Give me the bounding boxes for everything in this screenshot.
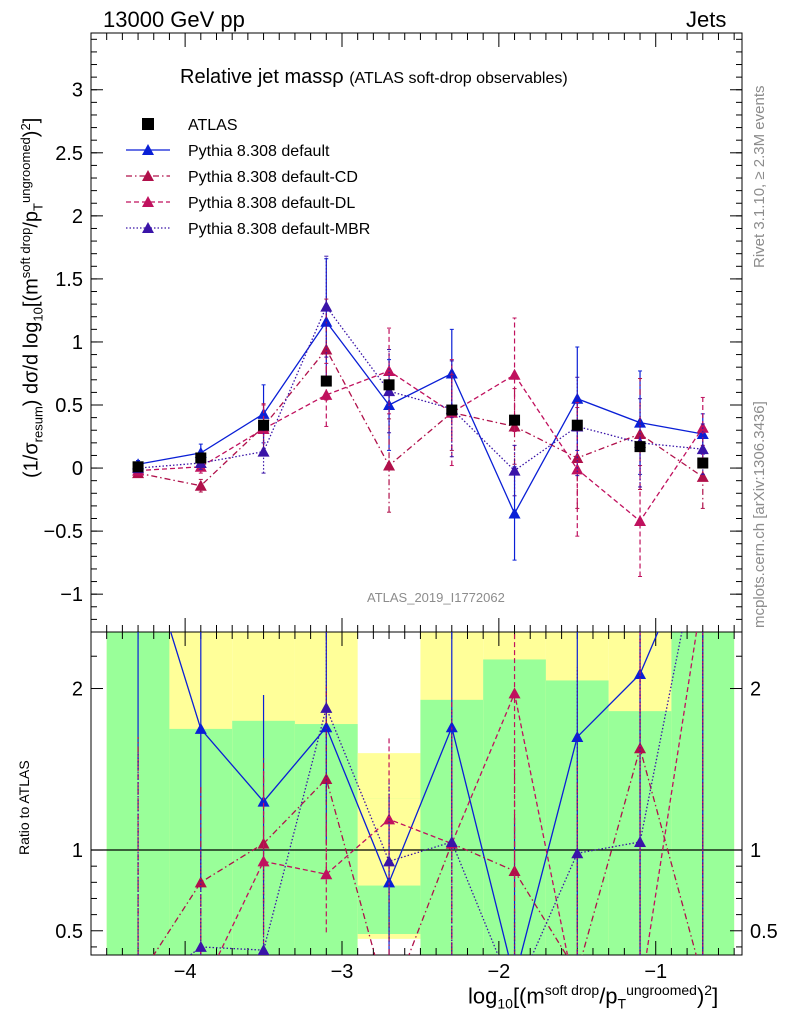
series-1-point (508, 507, 521, 519)
ratio-series-3-point (320, 868, 333, 880)
ratio-series-4-point (383, 855, 396, 867)
series-4-point (508, 464, 521, 476)
ratio-series-3-line (217, 632, 698, 955)
ratio-series-3-point (508, 687, 521, 699)
atlas-data-point (258, 419, 270, 431)
ratio-series-1-point (257, 795, 270, 807)
ratio-y-tick-label: 2 (72, 679, 83, 701)
ratio-series-4-point (445, 835, 458, 847)
rivet-version-label: Rivet 3.1.10, ≥ 2.3M events (751, 85, 768, 269)
main-y-tick-label: 3 (72, 80, 83, 102)
ratio-series-1-line (170, 632, 659, 955)
series-2-point (194, 479, 207, 491)
series-1-line (137, 320, 703, 515)
series-4-point (320, 300, 333, 312)
ratio-series (137, 632, 704, 955)
series-3-point (571, 463, 584, 475)
ratio-y-tick-label-right: 0.5 (750, 921, 778, 943)
main-y-axis: −1 −0.5 0 0.5 1 1.5 2 2.5 3 (44, 38, 742, 620)
ratio-series-1-point (571, 730, 584, 742)
atlas-data-point (132, 461, 144, 473)
legend-label-1: Pythia 8.308 default (188, 143, 330, 160)
ratio-series-2-point (194, 876, 207, 888)
main-y-tick-label: 0.5 (55, 395, 83, 417)
ratio-series-4-point (320, 701, 333, 713)
ratio-series-4-point (571, 847, 584, 859)
main-y-tick-label: −0.5 (44, 521, 83, 543)
chart-title-main: Relative jet massρ (180, 66, 344, 88)
ratio-y-axis-label: Ratio to ATLAS (16, 760, 32, 855)
ratio-series-2-point (320, 772, 333, 784)
series-2-line (137, 348, 704, 487)
ratio-y-tick-label: 0.5 (55, 921, 83, 943)
main-series (132, 255, 709, 578)
main-y-tick-label: 0 (72, 458, 83, 480)
legend-marker-3 (142, 196, 154, 207)
series-4-point (383, 385, 396, 397)
series-3-line (138, 370, 704, 522)
series-3-point (696, 421, 709, 433)
series-4-point (696, 443, 709, 455)
chart-title: Relative jet massρ (ATLAS soft-drop obse… (180, 66, 568, 89)
main-y-tick-label: 1.5 (55, 269, 83, 291)
main-y-tick-label: 2 (72, 206, 83, 228)
series-2-point (508, 420, 521, 432)
x-tick-label: −2 (487, 961, 510, 983)
main-y-tick-label: −1 (60, 584, 83, 606)
x-tick-label: −4 (174, 961, 197, 983)
atlas-data-point (571, 419, 583, 431)
atlas-data-point (634, 441, 646, 453)
legend-marker-atlas (142, 118, 154, 130)
ratio-series-4-point (257, 944, 270, 955)
series-1-point (257, 407, 270, 419)
legend-marker-1 (142, 144, 154, 155)
series-4-line (138, 305, 703, 472)
x-axis-label: log10[(msoft drop/pTungroomed)2] (468, 982, 719, 1012)
atlas-data-point (509, 414, 521, 426)
legend-label-4: Pythia 8.308 default-MBR (188, 221, 370, 238)
ratio-y-tick-label: 1 (72, 840, 83, 862)
atlas-data-point (446, 404, 458, 416)
ratio-series-2-line (152, 745, 697, 955)
ratio-y-axis: 0.5 0.5 1 1 2 2 (55, 655, 778, 948)
ratio-series-4-point (634, 835, 647, 847)
legend-marker-4 (142, 222, 154, 233)
atlas-data-point (195, 452, 207, 464)
chart-title-sub: (ATLAS soft-drop observables) (349, 70, 568, 87)
legend-label-0: ATLAS (188, 117, 238, 134)
atlas-data-point (320, 375, 332, 387)
main-y-tick-label: 1 (72, 332, 83, 354)
ratio-y-tick-label-right: 2 (750, 679, 761, 701)
series-1-point (634, 416, 647, 428)
analysis-id: ATLAS_2019_I1772062 (367, 590, 505, 605)
series-2-point (383, 459, 396, 471)
legend-label-2: Pythia 8.308 default-CD (188, 169, 358, 186)
legend: ATLAS Pythia 8.308 default Pythia 8.308 de… (126, 117, 370, 238)
x-tick-label: −1 (644, 961, 667, 983)
main-y-tick-label: 2.5 (55, 143, 83, 165)
legend-label-3: Pythia 8.308 default-DL (188, 195, 355, 212)
series-3-point (634, 515, 647, 527)
mcplots-label: mcplots.cern.ch [arXiv:1306.3436] (751, 401, 768, 628)
series-3-point (320, 388, 333, 400)
legend-marker-2 (142, 170, 154, 181)
main-y-axis-label: (1/σresum) dσ/d log10[(msoft drop/pTungr… (18, 117, 46, 478)
x-tick-label: −3 (331, 961, 354, 983)
ratio-y-tick-label-right: 1 (750, 840, 761, 862)
series-3-point (383, 364, 396, 376)
atlas-data-point (383, 379, 395, 391)
series-4-point (257, 445, 270, 457)
ratio-series-4-line (189, 632, 683, 955)
series-3-point (508, 368, 521, 380)
header-process: Jets (686, 7, 727, 32)
atlas-data-point (697, 457, 709, 469)
ratio-series-4-point (194, 940, 207, 952)
ratio-plot-frame (90, 631, 743, 956)
ratio-series-1-point (194, 722, 207, 734)
ratio-series-3-point (257, 855, 270, 867)
header-energy: 13000 GeV pp (103, 7, 245, 32)
series-2-point (696, 470, 709, 482)
